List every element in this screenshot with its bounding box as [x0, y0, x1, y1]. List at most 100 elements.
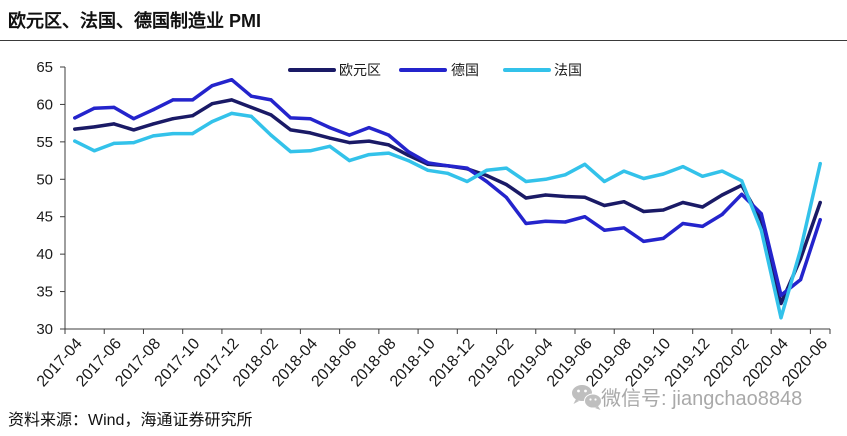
y-tick-label: 35 — [36, 284, 53, 301]
data-point-eurozone — [779, 301, 783, 306]
data-point-france — [445, 171, 450, 175]
data-point-france — [504, 166, 508, 170]
series-line-eurozone — [73, 98, 822, 306]
legend: 欧元区 德国 法国 — [288, 62, 582, 78]
data-point-eurozone — [387, 143, 391, 147]
data-point-germany — [779, 293, 783, 297]
data-point-germany — [583, 215, 587, 219]
data-point-germany — [406, 150, 410, 154]
data-point-france — [230, 111, 234, 115]
data-point-eurozone — [347, 141, 351, 145]
data-point-france — [92, 149, 96, 153]
data-point-eurozone — [642, 209, 646, 214]
y-tick-label: 55 — [36, 134, 53, 151]
data-point-germany — [269, 98, 273, 102]
series-germany — [73, 77, 822, 298]
data-point-eurozone — [406, 153, 410, 157]
data-point-germany — [210, 84, 214, 88]
data-point-france — [681, 165, 685, 169]
data-point-eurozone — [73, 127, 77, 131]
data-point-germany — [563, 220, 567, 224]
data-point-eurozone — [583, 195, 587, 199]
data-point-germany — [465, 166, 469, 170]
data-point-germany — [445, 164, 450, 168]
data-point-france — [642, 176, 646, 181]
data-point-france — [740, 179, 744, 183]
data-point-eurozone — [171, 117, 175, 121]
data-point-france — [759, 228, 763, 232]
series-eurozone — [73, 98, 822, 306]
data-point-eurozone — [151, 122, 155, 126]
data-point-france — [799, 248, 803, 252]
data-point-france — [583, 162, 587, 166]
data-point-france — [465, 179, 469, 184]
data-point-eurozone — [563, 194, 567, 199]
data-point-france — [700, 174, 705, 178]
data-point-eurozone — [818, 200, 822, 205]
data-point-eurozone — [504, 182, 508, 187]
data-point-germany — [249, 94, 253, 98]
data-point-eurozone — [661, 208, 665, 212]
data-point-germany — [73, 116, 77, 120]
data-point-france — [720, 169, 724, 173]
data-point-eurozone — [249, 105, 253, 109]
data-point-france — [602, 179, 607, 184]
data-point-germany — [504, 195, 508, 199]
data-point-germany — [602, 228, 607, 232]
data-point-france — [190, 132, 195, 136]
data-point-france — [73, 139, 77, 143]
series-lines — [73, 77, 822, 320]
data-point-germany — [367, 126, 371, 130]
y-tick-label: 60 — [36, 96, 53, 113]
data-point-france — [132, 141, 136, 145]
data-point-eurozone — [112, 122, 116, 126]
data-point-eurozone — [524, 196, 528, 200]
data-point-germany — [289, 116, 293, 120]
data-point-france — [347, 159, 351, 163]
data-point-eurozone — [720, 193, 724, 197]
y-tick-label: 65 — [36, 59, 53, 76]
data-point-eurozone — [681, 200, 685, 205]
data-point-france — [426, 168, 430, 172]
data-point-eurozone — [92, 125, 96, 129]
data-point-france — [544, 177, 548, 181]
data-point-germany — [681, 221, 685, 226]
data-point-germany — [92, 106, 96, 110]
data-point-germany — [524, 221, 528, 226]
legend-label-germany: 德国 — [451, 62, 479, 78]
data-point-eurozone — [485, 173, 489, 178]
data-point-germany — [485, 179, 489, 184]
data-point-eurozone — [190, 114, 195, 118]
data-point-eurozone — [700, 205, 705, 209]
data-point-france — [818, 162, 822, 166]
data-point-france — [249, 114, 253, 118]
data-point-france — [563, 173, 567, 177]
y-tick-label: 45 — [36, 209, 53, 226]
data-point-germany — [544, 219, 548, 223]
data-point-france — [289, 150, 293, 154]
watermark: 微信号: jiangchao8848 — [571, 384, 803, 410]
title-divider — [0, 40, 847, 41]
data-point-germany — [740, 192, 744, 196]
legend-label-eurozone: 欧元区 — [339, 62, 381, 78]
data-point-eurozone — [544, 193, 548, 197]
legend-label-france: 法国 — [554, 62, 582, 78]
data-point-eurozone — [289, 128, 293, 132]
data-point-france — [387, 151, 391, 155]
data-point-germany — [426, 161, 430, 165]
y-axis: 30 35 40 45 50 55 60 65 — [36, 59, 65, 338]
data-point-eurozone — [328, 136, 332, 140]
y-tick-label: 50 — [36, 171, 53, 188]
data-point-germany — [308, 117, 312, 121]
data-point-germany — [387, 133, 391, 137]
data-point-germany — [622, 226, 626, 230]
data-point-france — [308, 149, 312, 153]
source-note: 资料来源：Wind，海通证券研究所 — [8, 412, 253, 429]
data-point-eurozone — [367, 139, 371, 143]
data-point-germany — [132, 117, 136, 121]
data-point-germany — [642, 239, 646, 243]
data-point-france — [406, 159, 410, 163]
data-point-france — [151, 134, 155, 138]
data-point-eurozone — [210, 102, 214, 106]
